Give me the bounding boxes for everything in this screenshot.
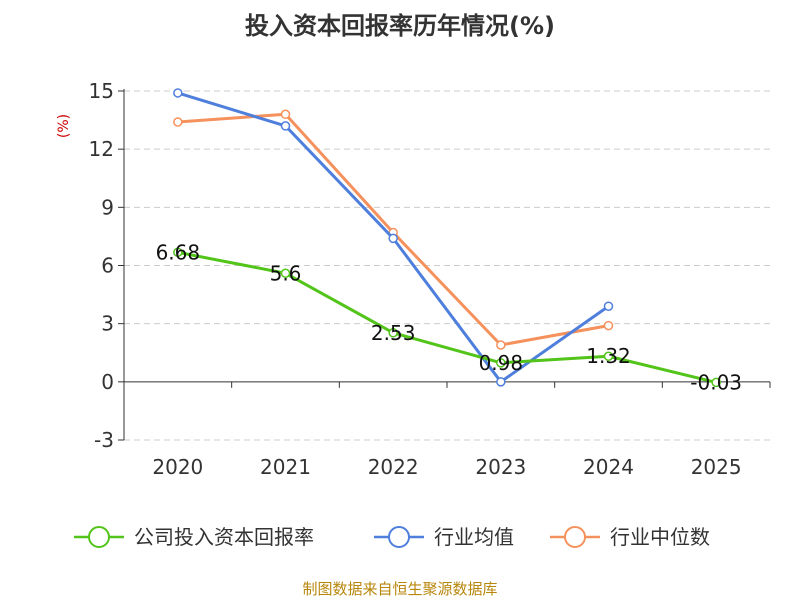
data-point bbox=[496, 340, 506, 350]
x-tick-label: 2023 bbox=[475, 455, 526, 479]
x-tick-label: 2022 bbox=[368, 455, 419, 479]
data-point bbox=[603, 351, 614, 361]
data-point bbox=[173, 247, 183, 258]
legend-label: 行业均值 bbox=[434, 525, 514, 549]
source-note: 制图数据来自恒生聚源数据库 bbox=[302, 580, 497, 598]
chart-title: 投入资本回报率历年情况(%) bbox=[245, 12, 555, 40]
data-point bbox=[603, 320, 614, 331]
data-point bbox=[388, 328, 398, 338]
legend-label: 行业中位数 bbox=[610, 525, 710, 549]
x-ticks: 2020 2021 2022 2023 2024 2025 bbox=[152, 455, 741, 479]
data-point bbox=[711, 377, 721, 388]
y-tick-label: 6 bbox=[101, 254, 114, 278]
y-tick-label: 15 bbox=[89, 79, 114, 103]
x-tick-label: 2024 bbox=[583, 455, 634, 479]
grid-lines bbox=[124, 90, 770, 441]
x-tick-label: 2020 bbox=[152, 455, 203, 479]
y-tick-label: 3 bbox=[101, 312, 114, 336]
axes bbox=[123, 89, 771, 440]
y-tick-label: 12 bbox=[89, 137, 114, 161]
data-label: 2.53 bbox=[371, 321, 416, 345]
data-label: -0.03 bbox=[690, 370, 742, 394]
y-tick-label: 0 bbox=[101, 370, 114, 394]
series-line bbox=[177, 250, 717, 384]
data-point bbox=[173, 88, 183, 98]
y-axis-label: (%) bbox=[56, 114, 72, 138]
legend-marker bbox=[388, 526, 410, 548]
data-point bbox=[173, 117, 183, 127]
data-label: 0.98 bbox=[479, 351, 524, 375]
y-tick-label: 9 bbox=[101, 195, 114, 219]
y-ticks: 15 12 9 6 3 0 -3 bbox=[89, 79, 124, 452]
y-tick-label: -3 bbox=[94, 428, 114, 452]
data-labels: 6.68 5.6 2.53 0.98 1.32 -0.03 bbox=[156, 240, 742, 394]
data-point bbox=[388, 233, 398, 244]
x-tick-label: 2021 bbox=[260, 455, 311, 479]
data-point bbox=[496, 358, 506, 368]
data-point bbox=[280, 268, 291, 279]
legend-marker bbox=[564, 526, 586, 548]
x-tick-label: 2025 bbox=[691, 455, 742, 479]
data-point bbox=[603, 301, 614, 311]
legend-marker bbox=[88, 526, 110, 548]
legend[interactable]: 公司投入资本回报率 行业均值 行业中位数 bbox=[74, 525, 710, 549]
data-label: 5.6 bbox=[270, 261, 302, 285]
series-group bbox=[173, 88, 721, 388]
data-label: 6.68 bbox=[156, 240, 201, 264]
data-point bbox=[496, 377, 506, 387]
data-point bbox=[280, 121, 291, 131]
legend-label: 公司投入资本回报率 bbox=[134, 525, 314, 549]
data-point bbox=[280, 109, 291, 120]
data-label: 1.32 bbox=[586, 344, 631, 368]
